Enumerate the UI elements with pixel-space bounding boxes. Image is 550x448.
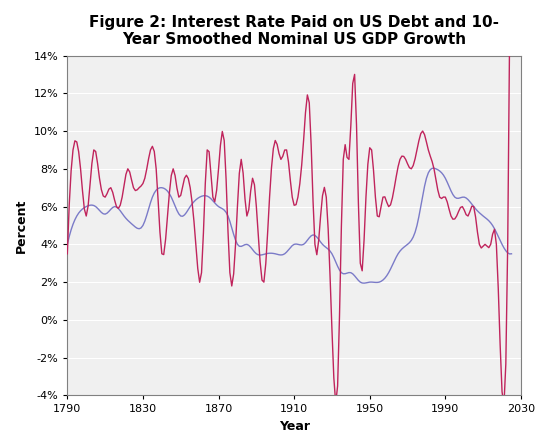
Title: Figure 2: Interest Rate Paid on US Debt and 10-
Year Smoothed Nominal US GDP Gro: Figure 2: Interest Rate Paid on US Debt … (89, 15, 499, 47)
X-axis label: Year: Year (279, 420, 310, 433)
Y-axis label: Percent: Percent (15, 198, 28, 253)
